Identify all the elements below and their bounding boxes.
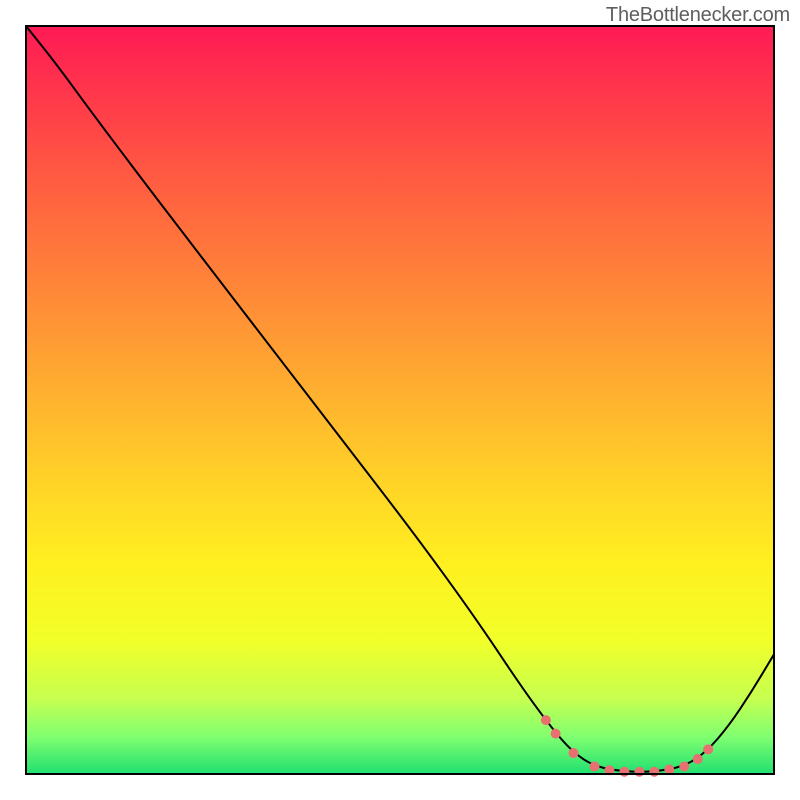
data-marker	[634, 767, 644, 777]
data-marker	[679, 762, 689, 772]
data-marker	[649, 767, 659, 777]
data-marker	[619, 767, 629, 777]
watermark-text: TheBottlenecker.com	[606, 4, 790, 27]
chart-container: TheBottlenecker.com	[0, 0, 800, 800]
data-marker	[693, 754, 703, 764]
bottleneck-curve-chart	[0, 0, 800, 800]
data-marker	[569, 748, 579, 758]
plot-background	[26, 26, 774, 774]
data-marker	[703, 744, 713, 754]
data-marker	[589, 762, 599, 772]
data-marker	[551, 729, 561, 739]
data-marker	[541, 715, 551, 725]
